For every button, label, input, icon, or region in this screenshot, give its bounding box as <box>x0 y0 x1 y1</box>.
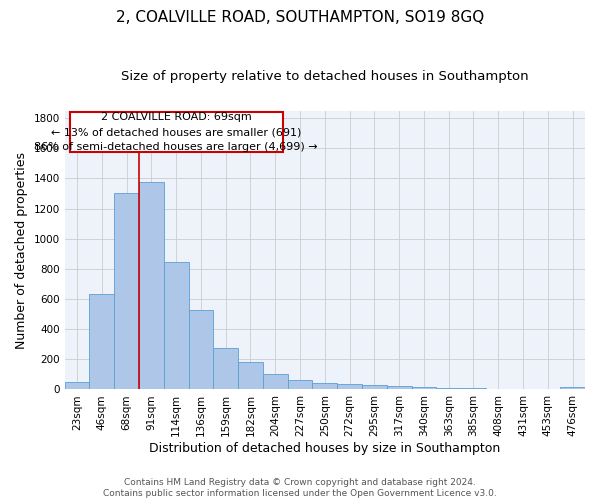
Bar <box>188 310 214 390</box>
Bar <box>313 384 337 390</box>
Bar <box>238 362 263 390</box>
Bar <box>560 387 585 390</box>
Bar <box>164 262 188 390</box>
Y-axis label: Number of detached properties: Number of detached properties <box>15 152 28 348</box>
Title: Size of property relative to detached houses in Southampton: Size of property relative to detached ho… <box>121 70 529 83</box>
Bar <box>412 388 436 390</box>
Text: 2 COALVILLE ROAD: 69sqm
← 13% of detached houses are smaller (691)
86% of semi-d: 2 COALVILLE ROAD: 69sqm ← 13% of detache… <box>34 112 318 152</box>
Bar <box>114 192 139 390</box>
Bar <box>436 388 461 390</box>
Bar <box>89 294 114 390</box>
X-axis label: Distribution of detached houses by size in Southampton: Distribution of detached houses by size … <box>149 442 500 455</box>
Bar <box>337 384 362 390</box>
Bar <box>65 382 89 390</box>
Bar <box>214 348 238 390</box>
Bar <box>387 386 412 390</box>
FancyBboxPatch shape <box>70 112 283 152</box>
Text: 2, COALVILLE ROAD, SOUTHAMPTON, SO19 8GQ: 2, COALVILLE ROAD, SOUTHAMPTON, SO19 8GQ <box>116 10 484 25</box>
Bar <box>139 182 164 390</box>
Text: Contains HM Land Registry data © Crown copyright and database right 2024.
Contai: Contains HM Land Registry data © Crown c… <box>103 478 497 498</box>
Bar <box>362 384 387 390</box>
Bar <box>263 374 287 390</box>
Bar <box>461 388 486 390</box>
Bar <box>287 380 313 390</box>
